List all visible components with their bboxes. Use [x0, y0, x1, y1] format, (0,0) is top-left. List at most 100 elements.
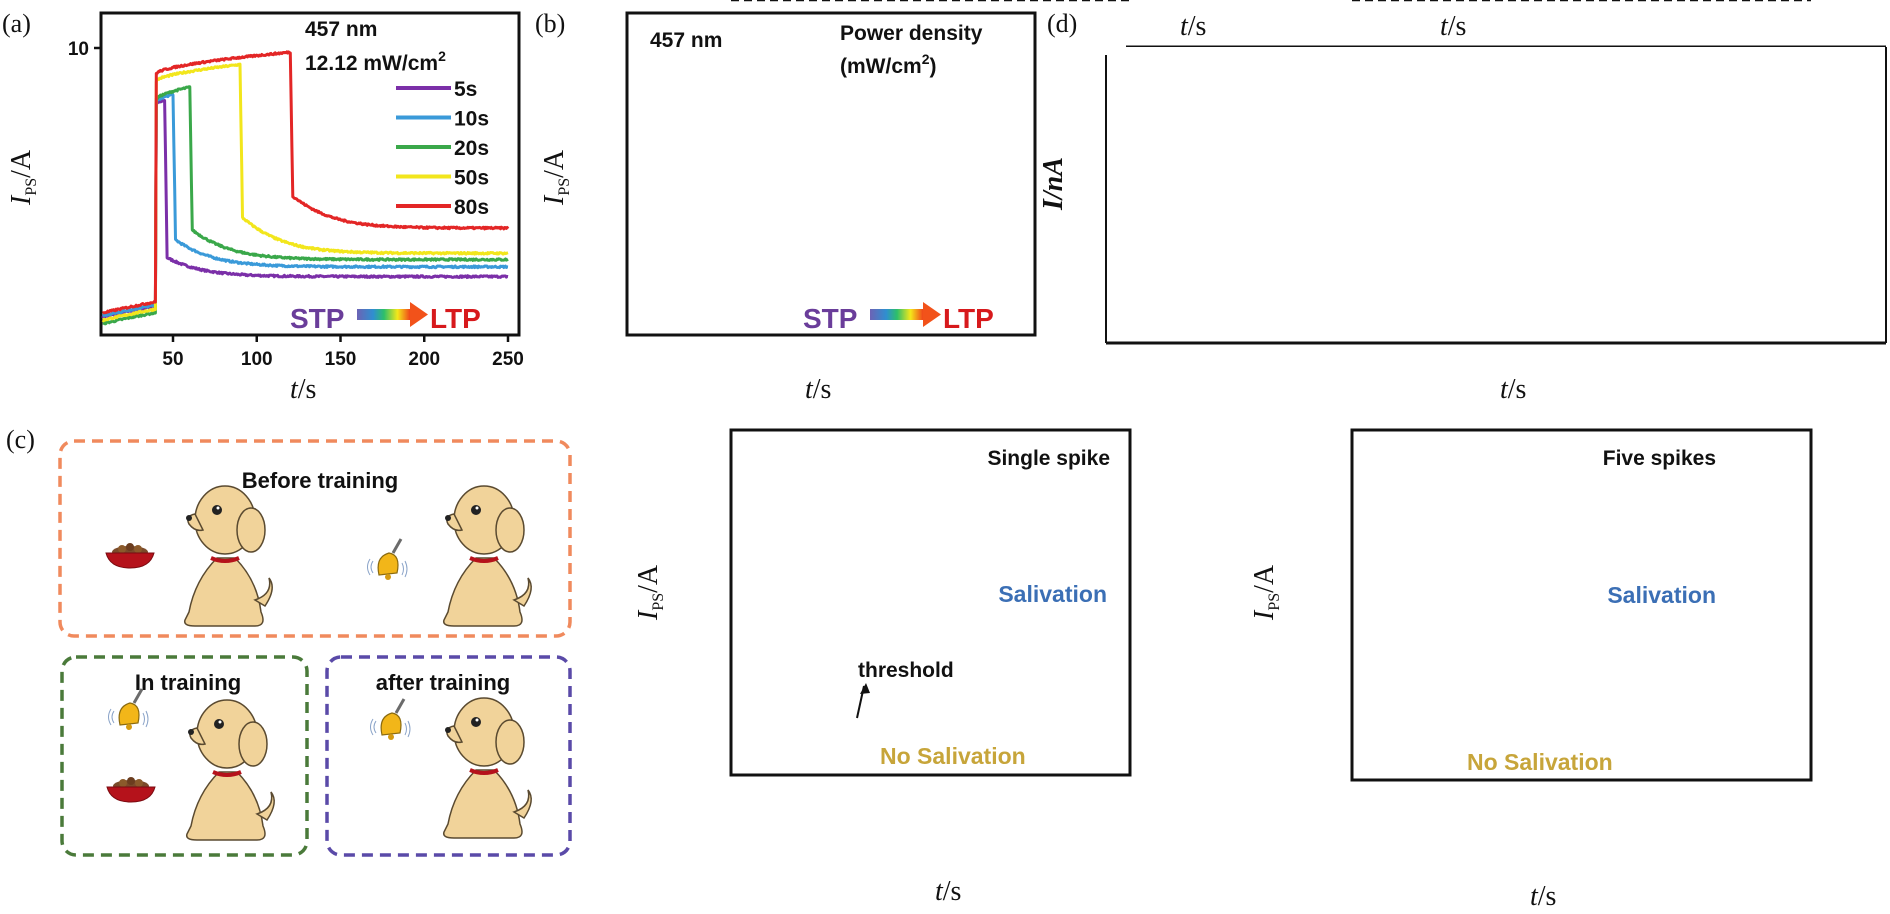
xlabel-main-c2: t [1530, 881, 1539, 912]
stp-ltp-bar-b [870, 309, 924, 320]
threshold-label-c1: threshold [858, 659, 954, 682]
legend-title-b: Power density [840, 22, 983, 45]
ylabel-unit-c1: /A [633, 564, 664, 593]
threshold-arrow-head-icon [860, 683, 870, 694]
y-axis-title-c1: IPS/A [633, 564, 667, 621]
xlabel-unit-c1: /s [943, 876, 962, 907]
panel-d: (d) t/s t/s I/nA t/s [1038, 9, 1887, 405]
panel-c-single-spike: Single spike Salivation No Salivation th… [633, 0, 1132, 907]
power-sup-a: 2 [438, 48, 446, 64]
x-ticks-a: 50 100 150 200 250 [162, 335, 524, 370]
x-tick-label: 100 [241, 349, 273, 370]
series-group-a [101, 50, 510, 326]
dog-icon [441, 484, 534, 628]
x-axis-title-c1: t/s [935, 876, 961, 907]
legend-label: 5s [454, 78, 477, 101]
legend-unit-b: (mW/cm2) [840, 51, 936, 78]
series-line-20s [102, 85, 509, 326]
top-x-axis-title-1: t/s [1180, 11, 1206, 42]
before-training-box [58, 439, 572, 638]
ltp-label-a: LTP [430, 303, 481, 334]
panel-b: (b) 457 nm Power density (mW/cm2) STP LT… [535, 9, 1037, 405]
dog-icon [182, 484, 275, 628]
ylabel-sub-b: PS [556, 178, 573, 196]
svg-text:IPS/A: IPS/A [6, 149, 40, 206]
y-axis-title-c2: IPS/A [1249, 564, 1283, 621]
legend-label: 80s [454, 196, 489, 219]
legend-label: 20s [454, 137, 489, 160]
x-axis-title-a: t/s [290, 374, 316, 405]
ylabel-main-c1: I [633, 609, 664, 621]
plot-bg-c1 [731, 430, 1130, 775]
svg-text:IPS/A: IPS/A [539, 149, 573, 206]
legend-unit-text-b: (mW/cm [840, 55, 922, 78]
ylabel-unit-a: /A [6, 149, 37, 178]
ylabel-main-b: I [539, 194, 570, 206]
ylabel-unit-b: /A [539, 149, 570, 178]
wavelength-label-b: 457 nm [650, 29, 722, 52]
plot-frame-c2 [1350, 428, 1813, 782]
ylabel-unit-c2: /A [1249, 564, 1280, 593]
ylabel-main-d: I/nA [1038, 157, 1069, 211]
series-line-80s [101, 50, 510, 315]
x-tick-label: 200 [408, 349, 440, 370]
svg-text:I/nA: I/nA [1038, 157, 1069, 211]
svg-text:IPS/A: IPS/A [1249, 564, 1283, 621]
dog-food-bowl-icon [106, 776, 156, 803]
stp-ltp-arrow-a: STP LTP [290, 302, 481, 334]
top-xlabel-main-1: t [1180, 11, 1189, 42]
top-xlabel-main-2: t [1440, 11, 1449, 42]
salivation-label-c1: Salivation [998, 581, 1107, 607]
ylabel-main-a: I [6, 194, 37, 206]
legend-label: 50s [454, 167, 489, 190]
legend-a: 5s 10s 20s 50s 80s [396, 78, 489, 219]
x-tick-label: 50 [162, 349, 183, 370]
ylabel-sub-a: PS [23, 178, 40, 196]
panel-label-b: (b) [535, 9, 565, 38]
svg-text:IPS/A: IPS/A [633, 564, 667, 621]
bell-icon [107, 687, 150, 732]
legend-label: 10s [454, 108, 489, 131]
no-salivation-label-c1: No Salivation [880, 743, 1026, 769]
stp-label-b: STP [803, 303, 857, 334]
power-text-a: 12.12 mW/cm [305, 52, 438, 75]
series-line-10s [102, 92, 509, 318]
legend-unit-sup-b: 2 [922, 51, 930, 67]
plot-frame-a [99, 11, 521, 337]
xlabel-main-d: t [1500, 374, 1509, 405]
plot-frame-c1 [729, 428, 1132, 777]
panel-c-five-spikes: Five spikes Salivation No Salivation IPS… [1249, 0, 1813, 912]
ltp-label-b: LTP [943, 303, 994, 334]
panel-c-diagram: (c) Before training In training after tr… [6, 425, 572, 857]
xlabel-unit-c2: /s [1538, 881, 1557, 912]
plot-bg-c2 [1352, 430, 1811, 780]
ylabel-sub-c2: PS [1266, 593, 1283, 611]
after-training-title: after training [376, 670, 510, 695]
x-axis-title-b: t/s [805, 374, 831, 405]
xlabel-main-a: t [290, 374, 299, 405]
bell-icon [369, 697, 412, 742]
series-line-50s [101, 62, 509, 323]
stp-ltp-arrow-b: STP LTP [803, 302, 994, 334]
panel-a: (a) 50 100 150 200 250 10 457 nm 12.12 mW/cm… [2, 9, 524, 405]
dog-icon [441, 696, 534, 840]
y-axis-title-a: IPS/A [6, 149, 40, 206]
legend-unit-close-b: ) [929, 55, 936, 78]
xlabel-unit-d: /s [1508, 374, 1527, 405]
ylabel-sub-c1: PS [650, 593, 667, 611]
xlabel-unit-a: /s [298, 374, 317, 405]
y-ticks-a: 10 [68, 39, 101, 60]
dog-icon [184, 698, 277, 842]
arrow-head-icon [410, 302, 428, 327]
x-axis-title-d: t/s [1500, 374, 1526, 405]
dog-food-bowl-icon [105, 542, 155, 569]
in-training-title: In training [135, 670, 241, 695]
top-x-axis-title-2: t/s [1440, 11, 1466, 42]
y-axis-title-d: I/nA [1038, 157, 1069, 211]
plot-area-d [1106, 47, 1886, 343]
bell-icon [366, 537, 409, 582]
top-xlabel-unit-2: /s [1448, 11, 1467, 42]
xlabel-main-b: t [805, 374, 814, 405]
power-label-a: 12.12 mW/cm2 [305, 48, 446, 75]
